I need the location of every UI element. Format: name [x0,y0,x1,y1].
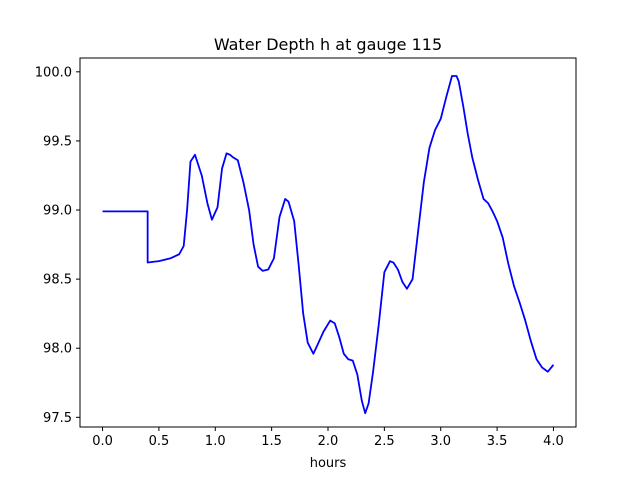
y-tick-label-2: 98.5 [43,273,72,288]
chart-title: Water Depth h at gauge 115 [214,35,442,54]
plot-area: 0.0 0.5 1.0 1.5 2.0 2.5 3.0 3.5 4.0 97.5 98.0 98.5 9… [35,57,577,449]
series-line-0 [102,75,555,415]
x-tick-label-0: 0.0 [92,434,113,449]
y-tick-label-0: 97.5 [43,411,72,426]
x-tick-label-8: 4.0 [543,434,564,449]
x-tick-label-5: 2.5 [374,434,395,449]
x-tick-label-1: 0.5 [149,434,170,449]
x-axis-label: hours [310,456,347,471]
y-tick-label-3: 99.0 [43,204,72,219]
x-tick-label-2: 1.0 [205,434,226,449]
y-tick-label-4: 99.5 [43,134,72,149]
y-tick-label-1: 98.0 [43,342,72,357]
x-tick-label-7: 3.5 [487,434,508,449]
x-tick-label-3: 1.5 [261,434,282,449]
x-tick-label-6: 3.0 [430,434,451,449]
x-tick-label-4: 2.0 [318,434,339,449]
y-tick-label-5: 100.0 [35,65,72,80]
